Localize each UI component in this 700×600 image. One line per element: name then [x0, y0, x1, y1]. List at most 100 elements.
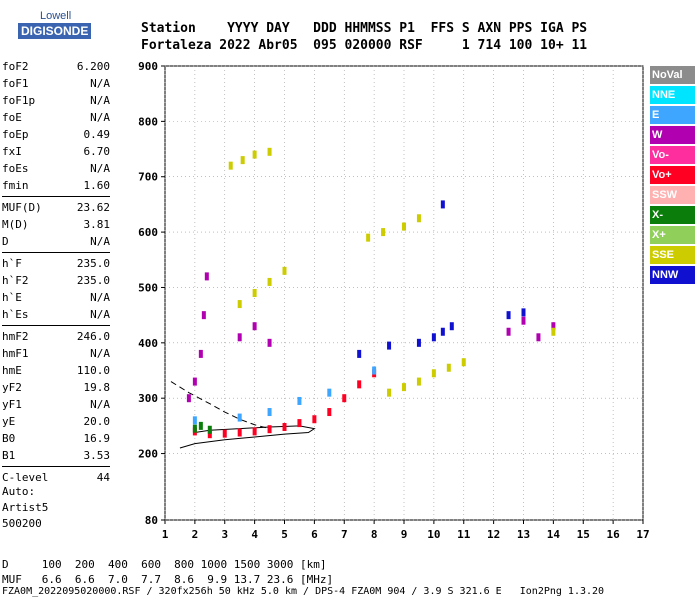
param-label: foE — [2, 111, 22, 124]
param-value: 23.62 — [76, 201, 110, 214]
echo-point — [237, 300, 242, 309]
legend-item: NNW — [650, 266, 695, 284]
echo-point — [192, 424, 197, 433]
direction-legend: NoVal NNE E W Vo- Vo+ SSW X- X+ SSE NNW — [650, 66, 695, 286]
param-value: 44 — [96, 471, 110, 484]
d-row: D 100 200 400 600 800 1000 1500 3000 [km… — [2, 558, 327, 571]
param-separator — [2, 252, 110, 253]
param-row: B0 16.9 — [2, 430, 110, 447]
param-label: foF2 — [2, 60, 29, 73]
param-row: foEs N/A — [2, 160, 110, 177]
param-value: 20.0 — [83, 415, 111, 428]
param-row: yF1 N/A — [2, 396, 110, 413]
y-tick-label: 80 — [145, 514, 158, 527]
echo-point — [267, 425, 272, 434]
x-tick-label: 5 — [281, 528, 288, 541]
param-row: hmE 110.0 — [2, 362, 110, 379]
param-label: C-level — [2, 471, 49, 484]
param-label: foEs — [2, 162, 29, 175]
profile-trace — [179, 425, 316, 449]
x-tick-label: 8 — [371, 528, 378, 541]
echo-point — [252, 322, 257, 331]
param-label: h`Es — [2, 308, 29, 321]
param-row: hmF2 246.0 — [2, 328, 110, 345]
legend-item: E — [650, 106, 695, 124]
param-separator — [2, 325, 110, 326]
param-label: foF1 — [2, 77, 29, 90]
param-value: N/A — [90, 77, 110, 90]
echo-point — [312, 415, 317, 424]
param-value: N/A — [90, 235, 110, 248]
x-tick-label: 11 — [457, 528, 471, 541]
echo-point — [449, 322, 454, 331]
param-row: fmin 1.60 — [2, 177, 110, 194]
y-tick-label: 800 — [138, 115, 158, 128]
param-label: B0 — [2, 432, 16, 445]
echo-point — [237, 413, 242, 422]
param-value: 16.9 — [83, 432, 111, 445]
x-tick-label: 9 — [401, 528, 408, 541]
param-label: yF2 — [2, 381, 22, 394]
logo-lowell: Lowell — [40, 10, 72, 22]
header-line-2: Fortaleza 2022 Abr05 095 020000 RSF 1 71… — [141, 38, 588, 53]
header-line-1: Station YYYY DAY DDD HHMMSS P1 FFS S AXN… — [141, 21, 588, 36]
legend-item: Vo+ — [650, 166, 695, 184]
echo-point — [536, 333, 541, 342]
y-tick-label: 200 — [138, 448, 158, 461]
param-separator — [2, 196, 110, 197]
y-tick-label: 400 — [138, 337, 158, 350]
autoscaling-info: Auto: Artist5 500200 — [2, 484, 48, 532]
x-tick-label: 13 — [517, 528, 530, 541]
echo-point — [237, 428, 242, 437]
echo-point — [267, 408, 272, 417]
logo-digisonde: DIGISONDE — [18, 23, 92, 39]
parameter-panel: foF2 6.200 foF1 N/A foF1p N/A foE N/A foEp 0.49 fx… — [2, 58, 110, 486]
echo-point — [186, 394, 191, 403]
echo-point — [228, 161, 233, 170]
echo-point — [201, 311, 206, 320]
file-footer: FZA0M_2022095020000.RSF / 320fx256h 50 k… — [2, 586, 605, 597]
param-value: 3.53 — [83, 449, 111, 462]
muf-table: D 100 200 400 600 800 1000 1500 3000 [km… — [2, 557, 333, 587]
param-label: h`F — [2, 257, 22, 270]
echo-point — [431, 369, 436, 378]
param-row: fxI 6.70 — [2, 143, 110, 160]
echo-point — [506, 311, 511, 320]
echo-point — [207, 425, 212, 434]
echo-point — [267, 277, 272, 286]
echo-point — [204, 272, 209, 281]
echo-point — [416, 377, 421, 386]
echo-point — [282, 422, 287, 431]
param-value: N/A — [90, 347, 110, 360]
echo-point — [327, 408, 332, 417]
param-label: B1 — [2, 449, 16, 462]
echo-point — [416, 214, 421, 223]
echo-point — [297, 419, 302, 428]
param-row: C-level 44 — [2, 469, 110, 486]
echo-point — [192, 416, 197, 425]
x-tick-label: 4 — [251, 528, 258, 541]
x-tick-label: 3 — [221, 528, 228, 541]
echo-point — [381, 228, 386, 237]
param-value: 235.0 — [76, 257, 110, 270]
param-value: 19.8 — [83, 381, 111, 394]
echo-point — [440, 327, 445, 336]
legend-item: Vo- — [650, 146, 695, 164]
echo-point — [366, 233, 371, 242]
x-tick-label: 16 — [607, 528, 621, 541]
echo-point — [402, 383, 406, 392]
y-tick-label: 300 — [138, 392, 158, 405]
auto-code: 500200 — [2, 517, 42, 530]
param-row: yE 20.0 — [2, 413, 110, 430]
param-value: 3.81 — [83, 218, 111, 231]
x-tick-label: 7 — [341, 528, 348, 541]
extrapolated-trace — [170, 381, 270, 430]
echo-point — [440, 200, 445, 209]
y-tick-label: 900 — [138, 60, 158, 73]
param-row: B1 3.53 — [2, 447, 110, 464]
param-row: hmF1 N/A — [2, 345, 110, 362]
echo-point — [282, 266, 287, 275]
legend-item: NNE — [650, 86, 695, 104]
echo-point — [461, 358, 466, 367]
param-value: N/A — [90, 111, 110, 124]
